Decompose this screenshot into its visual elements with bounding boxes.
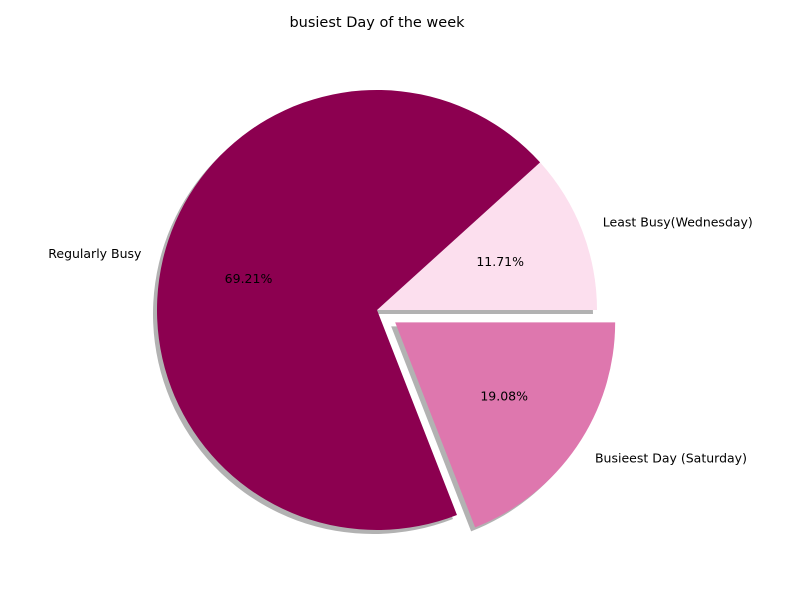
slice-label-least-busy-wednesday: Least Busy(Wednesday) bbox=[603, 214, 753, 229]
label-layer: Least Busy(Wednesday) 11.71% Regularly Bus… bbox=[48, 214, 753, 465]
slice-percent-regularly-busy: 69.21% bbox=[225, 271, 273, 286]
pie-slice-busieest-day-saturday bbox=[395, 322, 616, 528]
pie-slice-least-busy-wednesday bbox=[377, 162, 597, 310]
pie-slice-regularly-busy bbox=[156, 89, 541, 531]
chart-title: busiest Day of the week bbox=[289, 15, 465, 31]
slice-percent-least-busy-wednesday: 11.71% bbox=[476, 254, 524, 269]
slice-layer bbox=[156, 89, 616, 531]
slice-label-busieest-day-saturday: Busieest Day (Saturday) bbox=[595, 450, 747, 465]
slice-label-regularly-busy: Regularly Busy bbox=[48, 246, 142, 261]
slice-percent-busieest-day-saturday: 19.08% bbox=[480, 388, 528, 403]
